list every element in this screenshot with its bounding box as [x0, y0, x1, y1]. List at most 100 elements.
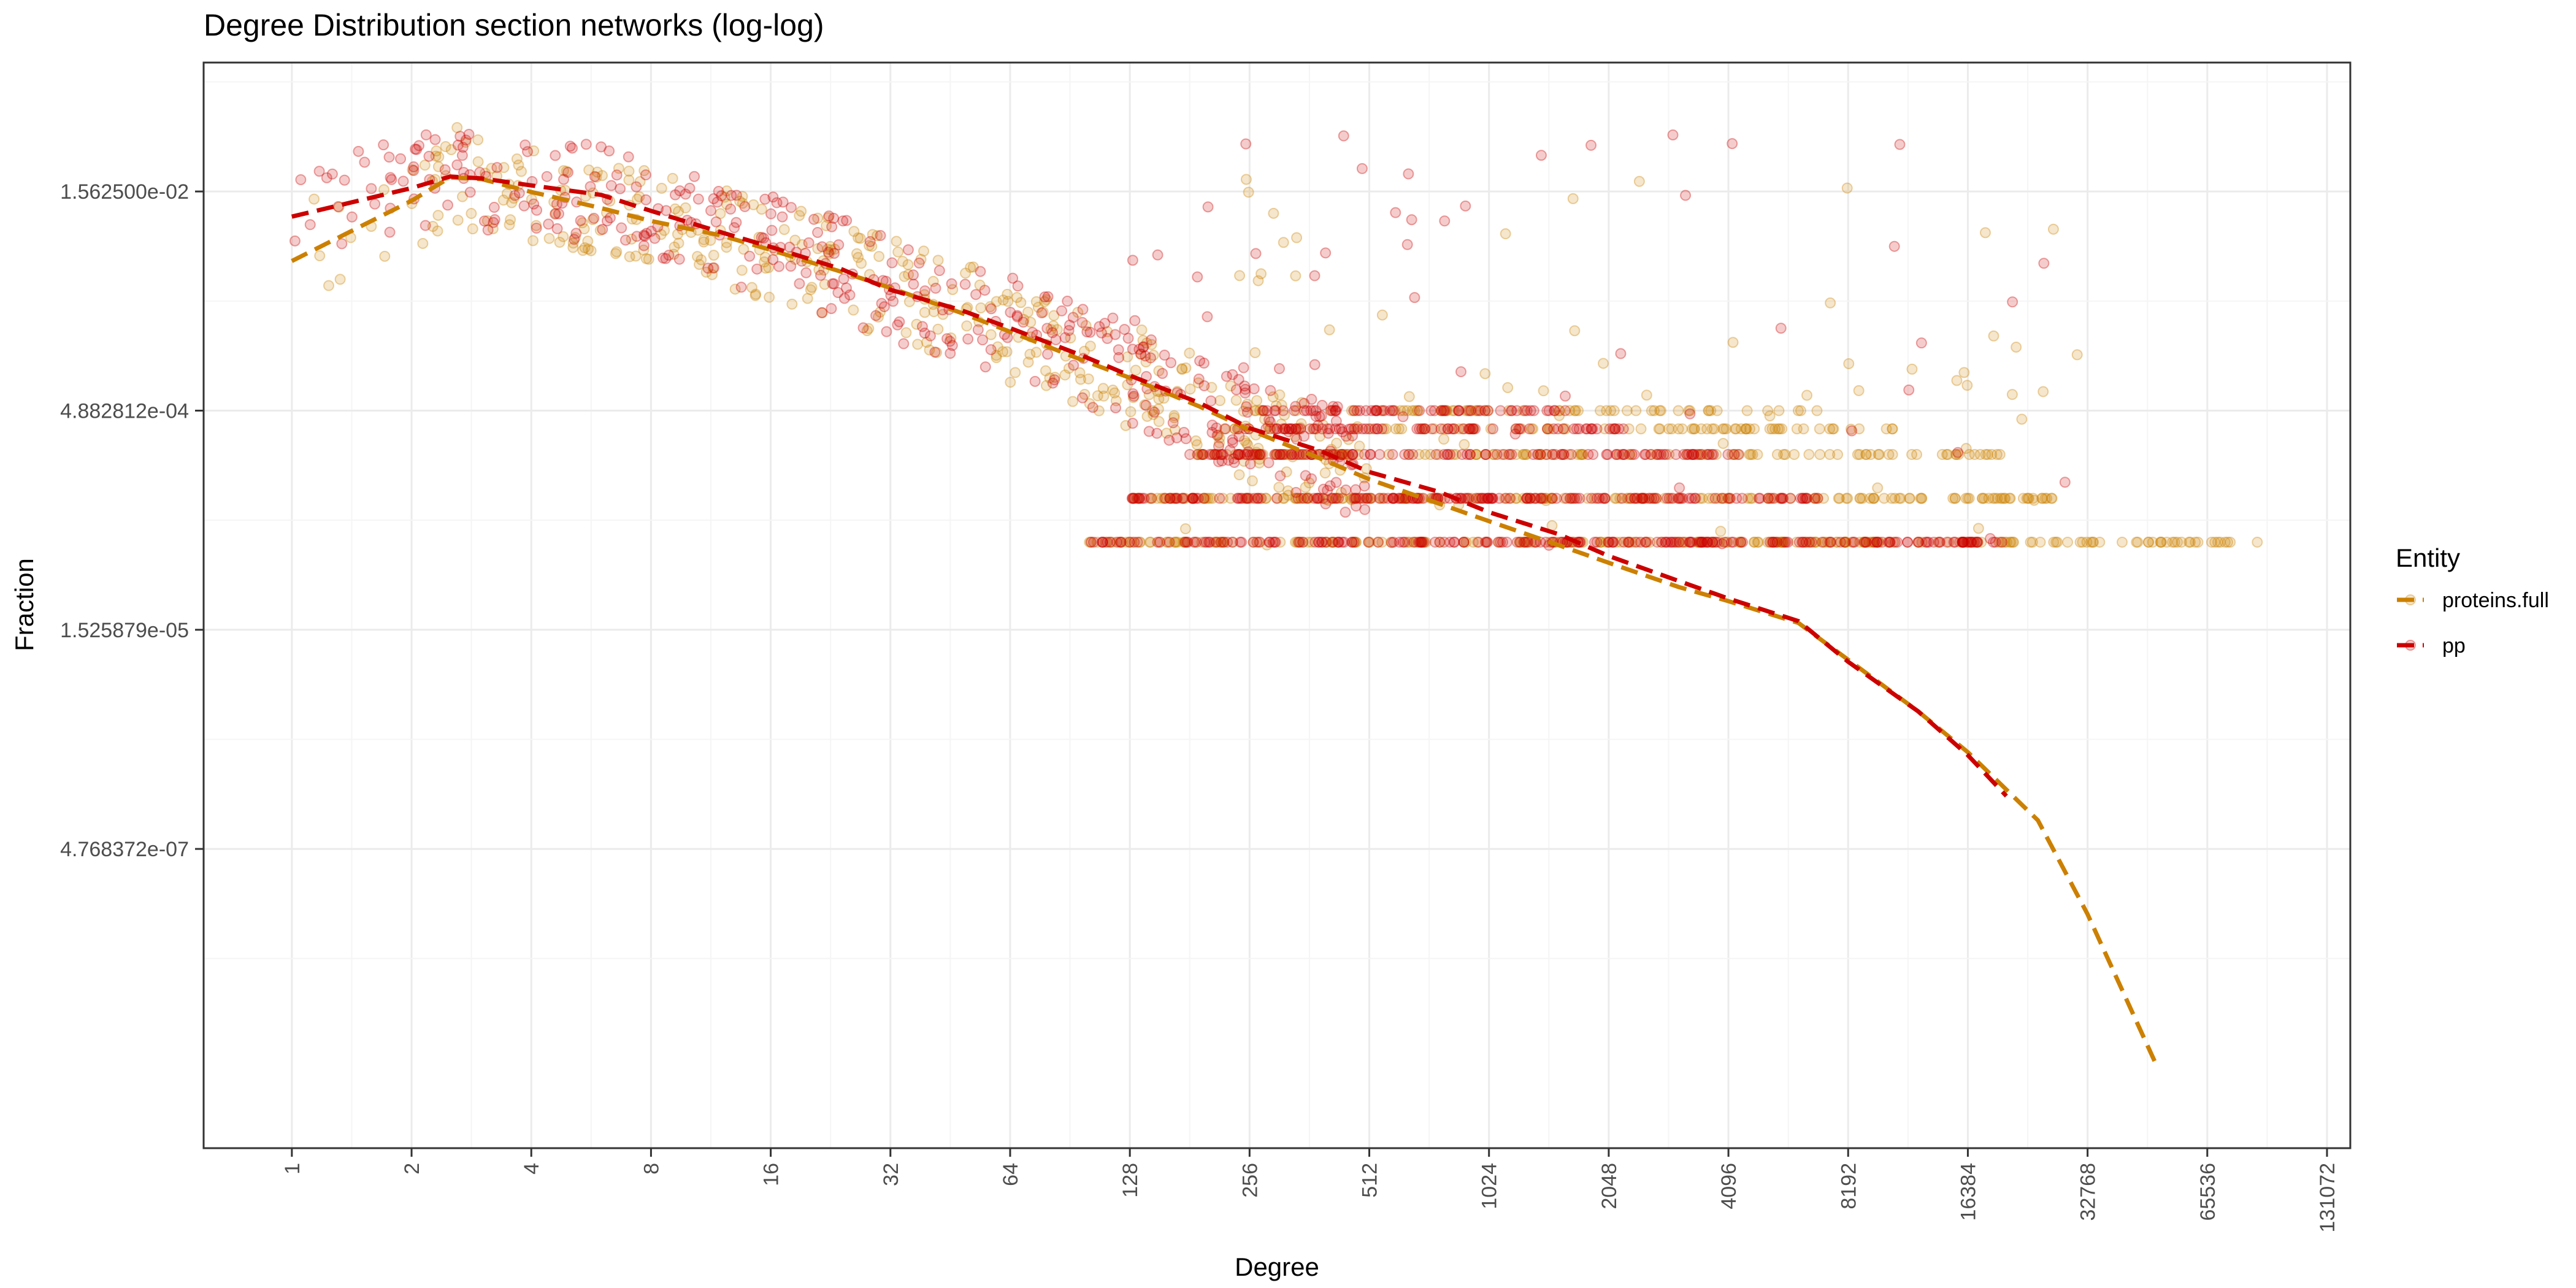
scatter-point	[984, 301, 996, 313]
scatter-point	[1263, 414, 1275, 426]
scatter-point	[1140, 356, 1152, 368]
scatter-point	[1310, 405, 1322, 416]
scatter-point	[1127, 392, 1139, 404]
scatter-point	[634, 176, 646, 188]
scatter-point	[1067, 396, 1079, 407]
scatter-point	[692, 193, 704, 205]
scatter-point	[1814, 449, 1826, 461]
scatter-point	[1426, 423, 1438, 435]
scatter-point	[531, 220, 542, 231]
scatter-point	[1310, 423, 1322, 435]
scatter-point	[1825, 297, 1836, 309]
scatter-point	[1729, 423, 1741, 435]
scatter-point	[1279, 409, 1290, 421]
scatter-point	[1616, 493, 1628, 504]
scatter-point	[891, 236, 902, 247]
scatter-point	[1949, 493, 1961, 504]
scatter-point	[1676, 423, 1688, 435]
scatter-point	[1040, 380, 1052, 391]
scatter-point	[326, 168, 338, 180]
scatter-point	[924, 344, 935, 356]
scatter-point	[1097, 536, 1109, 548]
scatter-point	[1138, 493, 1150, 504]
scatter-point	[2004, 493, 2016, 504]
scatter-point	[1197, 449, 1208, 461]
scatter-point	[673, 253, 685, 265]
scatter-point	[1868, 493, 1879, 504]
scatter-point	[861, 325, 873, 337]
scatter-point	[1816, 536, 1828, 548]
scatter-point	[506, 197, 518, 209]
scatter-point	[481, 215, 493, 227]
scatter-point	[1628, 449, 1640, 461]
scatter-point	[1148, 406, 1160, 418]
scatter-point	[1212, 449, 1224, 461]
scatter-point	[1513, 423, 1525, 435]
scatter-point	[1623, 536, 1635, 548]
scatter-point	[1093, 405, 1105, 416]
scatter-point	[1460, 200, 1471, 212]
scatter-point	[1140, 399, 1152, 411]
scatter-point	[1577, 449, 1589, 461]
scatter-point	[1711, 405, 1723, 416]
scatter-point	[1921, 536, 1933, 548]
scatter-point	[1233, 431, 1245, 442]
scatter-point	[2094, 536, 2106, 548]
scatter-point	[1254, 457, 1265, 469]
scatter-point	[1558, 493, 1570, 504]
scatter-point	[1249, 449, 1260, 461]
scatter-point	[1363, 536, 1374, 548]
scatter-point	[1412, 405, 1424, 416]
scatter-point	[1048, 310, 1060, 321]
scatter-point	[1859, 536, 1871, 548]
scatter-point	[748, 199, 759, 210]
scatter-point	[1776, 493, 1787, 504]
scatter-point	[1887, 449, 1898, 461]
scatter-point	[903, 269, 914, 280]
scatter-point	[1601, 405, 1612, 416]
scatter-point	[1425, 405, 1437, 416]
scatter-point	[1801, 493, 1813, 504]
scatter-point	[1687, 423, 1698, 435]
scatter-point	[1332, 401, 1343, 413]
scatter-point	[1298, 493, 1309, 504]
scatter-point	[1254, 449, 1265, 461]
scatter-point	[1251, 449, 1263, 461]
scatter-point	[1866, 536, 1877, 548]
scatter-point	[1560, 423, 1571, 435]
scatter-point	[1650, 493, 1662, 504]
scatter-point	[1726, 536, 1738, 548]
scatter-point	[1152, 536, 1163, 548]
scatter-point	[1349, 423, 1361, 435]
scatter-point	[1510, 423, 1522, 435]
scatter-point	[1853, 449, 1865, 461]
scatter-point	[1565, 449, 1577, 461]
x-tick-label: 1	[281, 1163, 304, 1175]
scatter-point	[1151, 427, 1163, 439]
scatter-point	[838, 293, 850, 304]
scatter-point	[1792, 405, 1804, 416]
scatter-point	[1290, 270, 1301, 282]
scatter-point	[1196, 536, 1208, 548]
scatter-point	[397, 175, 409, 187]
scatter-point	[385, 172, 396, 183]
scatter-point	[1693, 536, 1705, 548]
scatter-point	[2004, 493, 2015, 504]
scatter-point	[1213, 456, 1224, 467]
scatter-point	[339, 174, 350, 186]
scatter-point	[1369, 423, 1381, 435]
scatter-point	[1771, 536, 1783, 548]
scatter-point	[1454, 423, 1465, 435]
scatter-point	[386, 174, 397, 185]
scatter-point	[1475, 493, 1487, 504]
scatter-point	[1782, 536, 1793, 548]
scatter-point	[423, 150, 435, 162]
scatter-point	[1027, 326, 1038, 338]
scatter-point	[1295, 423, 1306, 435]
scatter-point	[1294, 449, 1306, 461]
scatter-point	[1116, 536, 1128, 548]
scatter-point	[1317, 493, 1329, 504]
scatter-point	[597, 224, 608, 236]
scatter-point	[1163, 434, 1175, 446]
scatter-point	[1717, 493, 1728, 504]
